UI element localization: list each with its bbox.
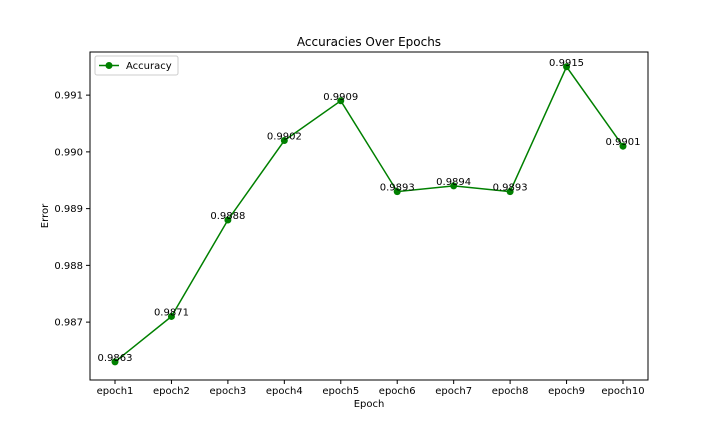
plot-frame	[89, 51, 649, 381]
x-axis: epoch1 epoch2 epoch3 epoch4 epoch5 epoch6 epoc…	[97, 380, 645, 397]
x-tick-label: epoch3	[209, 386, 246, 397]
data-point	[337, 97, 345, 105]
legend[interactable]: Accuracy	[94, 55, 179, 76]
data-point	[563, 63, 571, 71]
plot-area	[89, 51, 649, 381]
data-point	[450, 182, 458, 190]
data-label: 0.9915	[549, 58, 584, 69]
data-label: 0.9863	[98, 353, 133, 364]
x-tick-label: epoch2	[153, 386, 190, 397]
y-tick-label: 0.991	[54, 91, 83, 102]
data-label: 0.9901	[606, 137, 641, 148]
series-layer	[111, 63, 627, 366]
data-label: 0.9893	[493, 183, 528, 194]
y-tick-label: 0.987	[54, 318, 83, 329]
legend-label: Accuracy	[126, 61, 172, 72]
data-point	[393, 188, 401, 196]
data-labels: 0.9863 0.9871 0.9888 0.9902 0.9909 0.9893 0.98…	[98, 58, 641, 364]
x-tick-label: epoch10	[601, 386, 644, 397]
y-tick-label: 0.989	[54, 204, 83, 215]
data-label: 0.9902	[267, 132, 302, 143]
x-tick-label: epoch7	[435, 386, 472, 397]
chart-title: Accuracies Over Epochs	[297, 35, 441, 49]
data-label: 0.9888	[210, 211, 245, 222]
y-tick-label: 0.990	[54, 147, 83, 158]
y-axis: 0.987 0.988 0.989 0.990 0.991	[54, 91, 90, 329]
legend-box	[94, 55, 179, 76]
data-point	[619, 142, 627, 150]
legend-marker	[105, 62, 113, 69]
y-tick-label: 0.988	[54, 261, 83, 272]
data-point	[111, 358, 119, 366]
data-label: 0.9871	[154, 307, 189, 318]
x-tick-label: epoch6	[379, 386, 416, 397]
data-point	[280, 137, 288, 145]
data-label: 0.9909	[323, 92, 358, 103]
x-tick-label: epoch5	[322, 386, 359, 397]
y-axis-label: Error	[40, 203, 51, 228]
series-line	[114, 65, 624, 363]
data-label: 0.9894	[436, 177, 471, 188]
x-tick-label: epoch4	[266, 386, 303, 397]
data-label: 0.9893	[380, 183, 415, 194]
x-tick-label: epoch1	[97, 386, 134, 397]
x-axis-label: Epoch	[354, 399, 385, 410]
data-point	[506, 188, 514, 196]
data-point	[167, 312, 175, 320]
x-tick-label: epoch9	[548, 386, 585, 397]
data-point	[224, 216, 232, 224]
x-tick-label: epoch8	[492, 386, 529, 397]
